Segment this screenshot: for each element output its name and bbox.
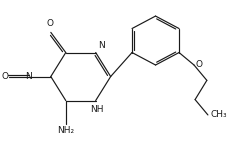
Text: O: O	[195, 60, 202, 69]
Text: N: N	[98, 41, 105, 50]
Text: N: N	[25, 72, 32, 81]
Text: CH₃: CH₃	[210, 111, 227, 120]
Text: NH₂: NH₂	[57, 126, 74, 135]
Text: NH: NH	[90, 105, 104, 114]
Text: O: O	[1, 72, 8, 81]
Text: O: O	[46, 19, 53, 28]
